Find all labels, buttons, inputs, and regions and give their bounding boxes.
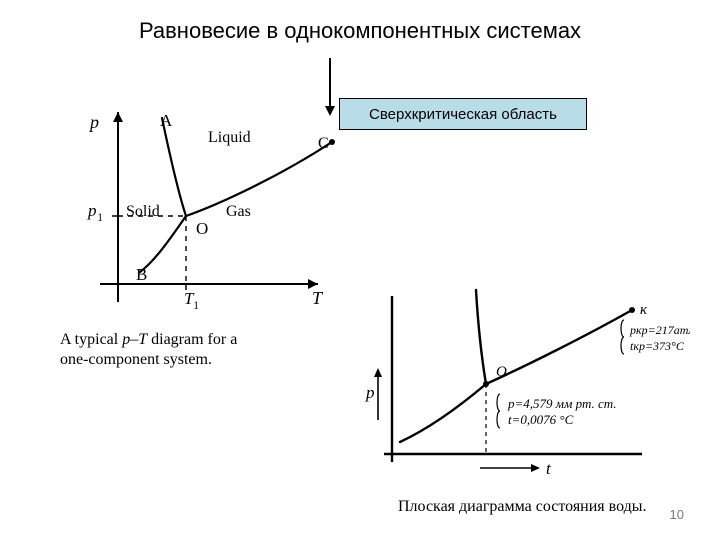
supercritical-box: Сверхкритическая область: [339, 98, 587, 130]
pt-diagram-generic: pTABOCLiquidSolidGasp1T1: [60, 96, 360, 316]
svg-text:pкр=217атм: pкр=217атм: [629, 323, 690, 337]
svg-text:p=4,579 мм рт. ст.: p=4,579 мм рт. ст.: [507, 396, 617, 411]
svg-text:p: p: [365, 383, 375, 402]
svg-text:O: O: [496, 364, 507, 380]
svg-text:A: A: [160, 111, 173, 130]
svg-text:p: p: [87, 201, 97, 220]
svg-text:Gas: Gas: [226, 203, 251, 220]
svg-text:Liquid: Liquid: [208, 129, 251, 146]
supercritical-label: Сверхкритическая область: [369, 106, 557, 123]
water-diagram-caption: Плоская диаграмма состояния воды.: [398, 498, 647, 516]
svg-text:tкр=373°C: tкр=373°C: [630, 339, 685, 353]
slide-title: Равновесие в однокомпонентных системах: [0, 18, 720, 44]
svg-text:T: T: [312, 288, 324, 308]
svg-text:t: t: [546, 459, 552, 478]
svg-text:1: 1: [97, 212, 103, 224]
svg-text:к: к: [640, 302, 648, 318]
svg-text:1: 1: [193, 300, 199, 312]
page-number: 10: [670, 507, 684, 522]
water-phase-diagram: p t Oк p=4,579 мм рт. ст.t=0,0076 °C pкр=217…: [330, 280, 690, 490]
slide: Равновесие в однокомпонентных системах С…: [0, 0, 720, 540]
svg-text:p: p: [88, 112, 99, 132]
pt-diagram-caption: A typical p–T diagram for aone-component…: [60, 330, 237, 370]
svg-text:C: C: [318, 135, 329, 152]
svg-text:O: O: [196, 219, 208, 238]
svg-text:Solid: Solid: [126, 203, 160, 220]
svg-text:B: B: [136, 265, 147, 284]
svg-text:t=0,0076 °C: t=0,0076 °C: [508, 412, 574, 427]
